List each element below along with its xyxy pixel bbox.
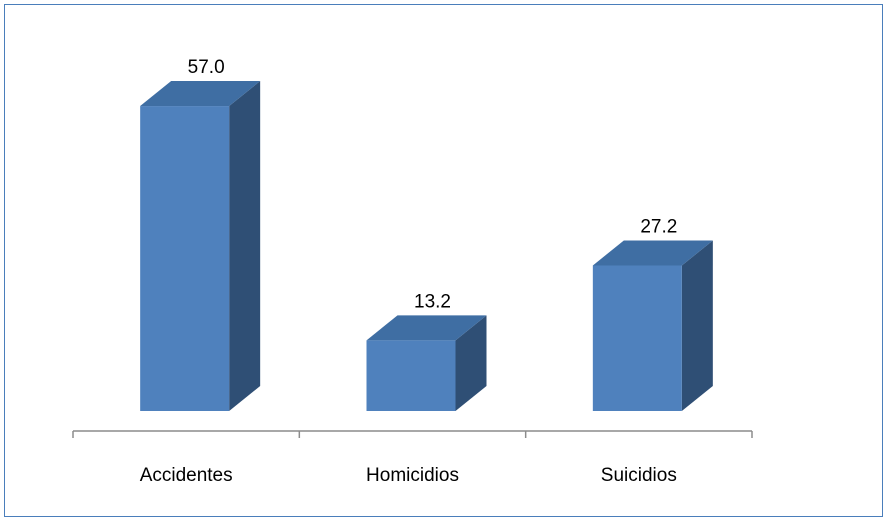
- bars: [140, 81, 713, 411]
- data-label: 27.2: [640, 216, 677, 237]
- bar-front-face: [140, 106, 229, 411]
- x-tick-label: Homicidios: [366, 465, 459, 486]
- chart-frame: 57.0 Accidentes 13.2 Homicidios 27.2 Suicidio…: [4, 4, 883, 517]
- bar: [140, 81, 260, 411]
- bar-chart: 57.0 Accidentes 13.2 Homicidios 27.2 Suicidio…: [5, 5, 884, 518]
- x-tick-label: Accidentes: [140, 465, 233, 486]
- bar-side-face: [682, 240, 713, 411]
- x-axis: [73, 431, 752, 438]
- x-tick-label: Suicidios: [601, 465, 677, 486]
- bar-side-face: [229, 81, 260, 411]
- data-label: 13.2: [414, 291, 451, 312]
- bar-front-face: [367, 340, 456, 411]
- bar: [593, 240, 713, 411]
- data-label: 57.0: [188, 57, 225, 78]
- bar-front-face: [593, 265, 682, 411]
- bar: [367, 315, 487, 411]
